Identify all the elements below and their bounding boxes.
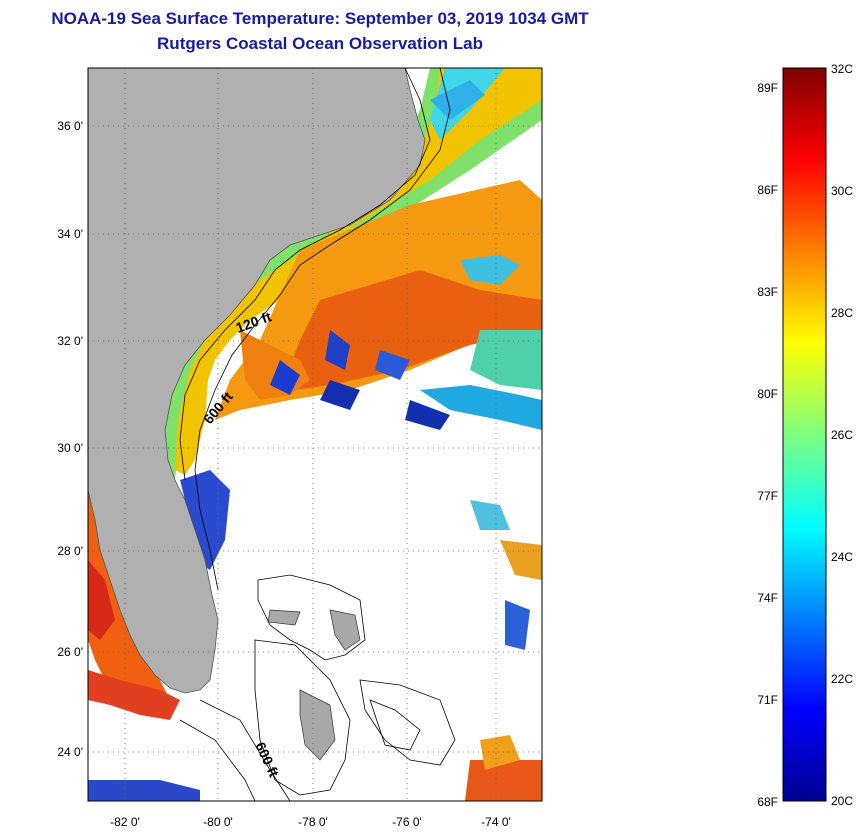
- celsius-labels: 32C 30C 28C 26C 24C 22C 20C: [831, 62, 853, 808]
- sst-swath: [88, 68, 542, 801]
- lat-tick: 26 0': [57, 645, 83, 659]
- lon-tick: -74 0': [481, 815, 511, 829]
- graticule: [88, 68, 542, 801]
- grand-bahama-island: [267, 609, 301, 626]
- celsius-label: 24C: [831, 550, 853, 564]
- celsius-label: 20C: [831, 794, 853, 808]
- map-subtitle: Rutgers Coastal Ocean Observation Lab: [157, 34, 483, 53]
- lat-tick: 30 0': [57, 441, 83, 455]
- land-mass: [88, 68, 426, 694]
- celsius-label: 30C: [831, 184, 853, 198]
- celsius-label: 28C: [831, 306, 853, 320]
- andros-island: [299, 689, 336, 761]
- lat-tick: 24 0': [57, 745, 83, 759]
- celsius-label: 32C: [831, 62, 853, 76]
- fahrenheit-label: 89F: [757, 81, 778, 95]
- bathymetry-contours: [179, 68, 456, 801]
- fahrenheit-label: 77F: [757, 489, 778, 503]
- lon-tick: -78 0': [298, 815, 328, 829]
- latitude-axis: 36 0' 34 0' 32 0' 30 0' 28 0' 26 0' 24 0…: [57, 119, 83, 759]
- celsius-label: 22C: [831, 672, 853, 686]
- colorbar-gradient: [782, 67, 827, 802]
- fahrenheit-label: 83F: [757, 285, 778, 299]
- lat-tick: 34 0': [57, 227, 83, 241]
- lon-tick: -80 0': [203, 815, 233, 829]
- longitude-axis: -82 0' -80 0' -78 0' -76 0' -74 0': [110, 815, 511, 829]
- lat-tick: 28 0': [57, 544, 83, 558]
- map-title: NOAA-19 Sea Surface Temperature: Septemb…: [51, 9, 589, 28]
- fahrenheit-label: 86F: [757, 183, 778, 197]
- abaco-island: [329, 609, 361, 651]
- fahrenheit-label: 68F: [757, 795, 778, 809]
- fahrenheit-labels: 89F 86F 83F 80F 77F 74F 71F 68F: [757, 81, 778, 809]
- map-frame: [87, 67, 543, 802]
- lon-tick: -82 0': [110, 815, 140, 829]
- fahrenheit-label: 74F: [757, 591, 778, 605]
- lat-tick: 36 0': [57, 119, 83, 133]
- fahrenheit-label: 80F: [757, 387, 778, 401]
- celsius-label: 26C: [831, 428, 853, 442]
- fahrenheit-label: 71F: [757, 693, 778, 707]
- lat-tick: 32 0': [57, 334, 83, 348]
- lon-tick: -76 0': [392, 815, 422, 829]
